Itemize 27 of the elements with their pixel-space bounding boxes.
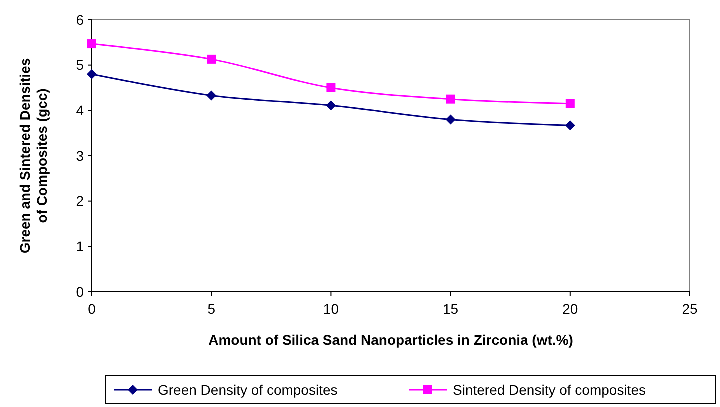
point (207, 54, 216, 64)
x-tick-label: 15 (443, 301, 459, 317)
legend-label: Sintered Density of composites (453, 382, 646, 398)
point (446, 114, 456, 125)
point (326, 84, 336, 92)
x-tick-label: 0 (88, 301, 96, 317)
point (206, 90, 217, 101)
x-tick-label: 10 (323, 301, 340, 317)
point (446, 94, 456, 104)
point (88, 40, 96, 49)
x-tick-label: 20 (562, 301, 578, 317)
legend-label: Green Density of composites (158, 382, 338, 398)
y-tick-label: 4 (76, 102, 84, 119)
y-axis-title: Green and Sintered Densities of Composites (gcc) (17, 58, 50, 254)
y-tick-label: 0 (76, 284, 84, 300)
y-tick-label: 6 (76, 12, 84, 28)
point (87, 69, 97, 80)
x-axis-title: Amount of Silica Sand Nanoparticles in Zirconia (wt.%) (208, 332, 574, 348)
x-tick-label: 5 (208, 301, 216, 317)
x-tick-label: 25 (682, 301, 698, 317)
y-tick-label: 1 (76, 238, 84, 255)
point (326, 100, 336, 111)
point (565, 120, 576, 131)
y-tick-label: 5 (76, 57, 84, 74)
point (566, 99, 575, 108)
y-tick-label: 3 (76, 148, 84, 164)
y-tick-label: 2 (76, 193, 84, 210)
